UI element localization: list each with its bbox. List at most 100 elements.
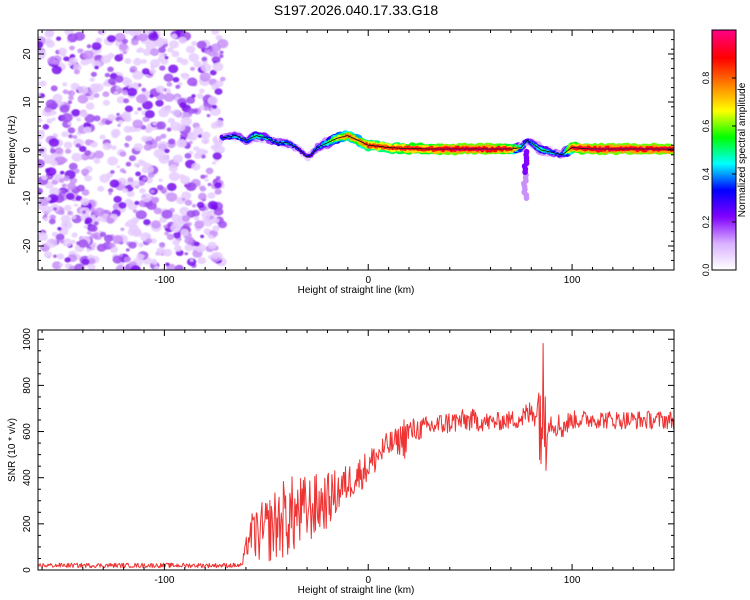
noise-speckle: [122, 90, 128, 96]
noise-speckle: [84, 150, 92, 156]
noise-speckle: [152, 121, 158, 126]
noise-speckle: [125, 248, 130, 252]
colorbar-stripe: [712, 198, 736, 201]
noise-speckle: [59, 239, 65, 244]
ridge-core: [401, 148, 404, 151]
colorbar-stripe: [712, 230, 736, 233]
noise-speckle: [186, 258, 197, 266]
noise-speckle: [133, 162, 139, 167]
noise-speckle: [164, 231, 169, 236]
noise-speckle: [43, 251, 53, 258]
noise-speckle: [84, 114, 96, 123]
noise-speckle: [71, 214, 77, 220]
ridge-core: [543, 148, 546, 151]
noise-speckle: [166, 81, 173, 87]
noise-speckle: [214, 88, 223, 95]
noise-speckle: [144, 110, 155, 119]
noise-speckle: [102, 81, 109, 87]
noise-speckle: [77, 48, 83, 54]
colorbar-stripe: [712, 216, 736, 219]
noise-speckle: [172, 77, 180, 83]
noise-speckle: [209, 215, 214, 220]
noise-speckle: [145, 41, 157, 51]
ridge-core: [559, 152, 562, 155]
noise-speckle: [129, 65, 138, 73]
colorbar-stripe: [712, 260, 736, 263]
colorbar-stripe: [712, 258, 736, 261]
ridge-core: [460, 149, 463, 152]
noise-speckle: [218, 220, 227, 229]
ridge-core: [448, 146, 451, 149]
noise-speckle: [139, 188, 146, 194]
noise-speckle: [45, 99, 57, 109]
noise-speckle: [215, 176, 221, 180]
noise-speckle: [172, 109, 182, 117]
noise-speckle: [46, 238, 58, 248]
ridge-core: [406, 145, 409, 148]
colorbar-stripe: [712, 68, 736, 71]
noise-speckle: [61, 183, 67, 188]
noise-speckle: [56, 36, 62, 41]
noise-speckle: [165, 262, 170, 267]
noise-speckle: [138, 181, 144, 186]
noise-speckle: [46, 197, 52, 201]
ridge-core: [476, 149, 479, 152]
noise-speckle: [70, 82, 80, 91]
colorbar-stripe: [712, 116, 736, 119]
noise-speckle: [67, 127, 76, 134]
noise-speckle: [116, 165, 121, 169]
ridge-core: [233, 136, 236, 138]
noise-speckle: [43, 217, 49, 222]
noise-speckle: [156, 251, 162, 256]
y-tick-label: 1000: [22, 328, 33, 351]
x-tick-label: -100: [154, 275, 174, 286]
noise-speckle: [173, 232, 181, 239]
noise-speckle: [89, 77, 95, 82]
noise-speckle: [116, 87, 124, 94]
noise-speckle: [130, 180, 141, 189]
colorbar-stripe: [712, 80, 736, 83]
colorbar-stripe: [712, 96, 736, 99]
noise-speckle: [89, 83, 100, 92]
noise-speckle: [199, 88, 205, 94]
noise-speckle: [54, 147, 64, 155]
noise-speckle: [118, 202, 127, 209]
noise-speckle: [184, 152, 192, 159]
colorbar-stripe: [712, 120, 736, 123]
noise-speckle: [212, 225, 220, 232]
noise-speckle: [81, 258, 90, 266]
x-tick-label: 100: [564, 575, 581, 586]
colorbar-stripe: [712, 36, 736, 39]
colorbar-stripe: [712, 150, 736, 153]
noise-speckle: [132, 82, 139, 87]
colorbar-stripe: [712, 178, 736, 181]
noise-speckle: [163, 92, 175, 102]
noise-speckle: [136, 253, 145, 260]
noise-speckle: [134, 200, 140, 206]
noise-speckle: [220, 76, 226, 82]
colorbar-stripe: [712, 94, 736, 97]
ridge-core: [261, 135, 264, 137]
noise-speckle: [132, 119, 143, 129]
colorbar-stripe: [712, 128, 736, 131]
colorbar-stripe: [712, 142, 736, 145]
colorbar-stripe: [712, 180, 736, 183]
colorbar-stripe: [712, 168, 736, 171]
noise-speckle: [199, 186, 207, 192]
noise-speckle: [118, 53, 124, 58]
noise-speckle: [97, 30, 103, 34]
noise-speckle: [93, 221, 99, 226]
colorbar-stripe: [712, 76, 736, 79]
noise-speckle: [71, 239, 76, 244]
noise-speckle: [38, 187, 43, 195]
noise-speckle: [44, 30, 54, 38]
ridge-core: [280, 140, 283, 143]
noise-speckle: [196, 93, 204, 99]
noise-speckle: [206, 114, 211, 118]
noise-speckle: [184, 252, 189, 256]
noise-speckle: [103, 234, 114, 243]
noise-speckle: [217, 39, 229, 49]
noise-speckle: [61, 189, 66, 193]
noise-speckle: [57, 158, 63, 163]
noise-speckle: [66, 192, 75, 200]
